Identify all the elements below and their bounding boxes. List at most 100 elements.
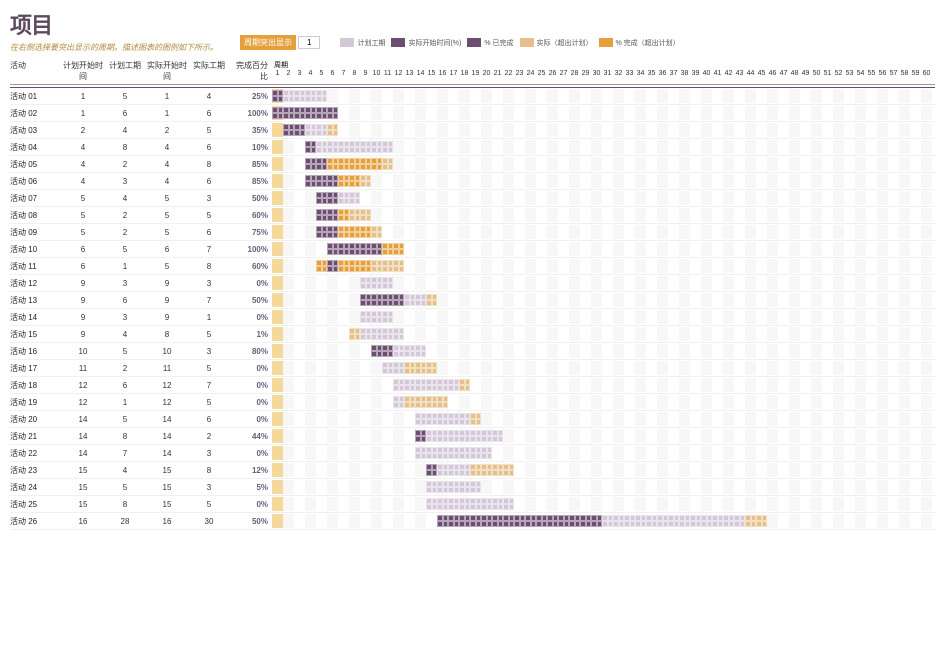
- period-number: 24: [525, 70, 536, 77]
- pct-complete: 85%: [230, 177, 268, 186]
- activity-name: 活动 23: [10, 465, 62, 476]
- actual-beyond-bar: [327, 124, 338, 136]
- actual-dur: 5: [188, 364, 230, 373]
- actual-dur: 8: [188, 160, 230, 169]
- complete-bar: [316, 209, 327, 221]
- plan-bar: [382, 362, 404, 374]
- complete-over-bar: [360, 226, 371, 238]
- actual-dur: 1: [188, 313, 230, 322]
- col-actual-dur: 实际工期: [188, 60, 230, 82]
- period-number: 58: [899, 70, 910, 77]
- activity-name: 活动 04: [10, 142, 62, 153]
- period-number: 17: [448, 70, 459, 77]
- plan-dur: 4: [104, 126, 146, 135]
- complete-over-bar: [338, 260, 349, 272]
- gantt-row: 活动 07545350%: [10, 190, 935, 207]
- period-number: 12: [393, 70, 404, 77]
- pct-complete: 10%: [230, 143, 268, 152]
- period-number: 1: [272, 70, 283, 77]
- actual-dur: 3: [188, 279, 230, 288]
- plan-dur: 2: [104, 364, 146, 373]
- complete-over-bar: [338, 158, 349, 170]
- actual-start: 9: [146, 279, 188, 288]
- complete-bar: [338, 243, 349, 255]
- period-number: 53: [844, 70, 855, 77]
- activity-name: 活动 01: [10, 91, 62, 102]
- plan-start: 9: [62, 296, 104, 305]
- period-number: 16: [437, 70, 448, 77]
- complete-bar: [316, 158, 327, 170]
- activity-name: 活动 06: [10, 176, 62, 187]
- actual-dur: 3: [188, 347, 230, 356]
- complete-bar: [316, 175, 327, 187]
- pct-complete: 0%: [230, 364, 268, 373]
- complete-bar: [305, 158, 316, 170]
- period-number: 15: [426, 70, 437, 77]
- pct-complete: 0%: [230, 449, 268, 458]
- pct-complete: 60%: [230, 211, 268, 220]
- pct-complete: 50%: [230, 194, 268, 203]
- activity-name: 活动 11: [10, 261, 62, 272]
- pct-complete: 50%: [230, 517, 268, 526]
- plan-dur: 6: [104, 381, 146, 390]
- complete-bar: [580, 515, 591, 527]
- legend-item: % 完成（超出计划）: [599, 38, 680, 48]
- col-actual-start: 实际开始时间: [146, 60, 188, 82]
- period-number: 28: [569, 70, 580, 77]
- period-number: 33: [624, 70, 635, 77]
- plan-start: 4: [62, 177, 104, 186]
- period-number: 35: [646, 70, 657, 77]
- complete-over-bar: [338, 175, 349, 187]
- period-number: 47: [778, 70, 789, 77]
- period-number: 40: [701, 70, 712, 77]
- activity-name: 活动 18: [10, 380, 62, 391]
- gantt-bar-area: [272, 225, 932, 239]
- plan-start: 14: [62, 415, 104, 424]
- pct-complete: 75%: [230, 228, 268, 237]
- gantt-rows: 活动 01151425%活动 021616100%活动 03242535%活动 …: [10, 88, 935, 530]
- plan-bar: [415, 413, 470, 425]
- gantt-row: 活动 04484610%: [10, 139, 935, 156]
- plan-start: 14: [62, 449, 104, 458]
- gantt-row: 活动 2114814244%: [10, 428, 935, 445]
- legend-item: 实际（超出计划）: [520, 38, 593, 48]
- period-number: 43: [734, 70, 745, 77]
- plan-start: 6: [62, 262, 104, 271]
- complete-bar: [569, 515, 580, 527]
- actual-dur: 5: [188, 211, 230, 220]
- actual-start: 5: [146, 262, 188, 271]
- actual-start: 9: [146, 313, 188, 322]
- activity-name: 活动 15: [10, 329, 62, 340]
- actual-start: 5: [146, 211, 188, 220]
- complete-bar: [514, 515, 525, 527]
- activity-name: 活动 21: [10, 431, 62, 442]
- complete-bar: [327, 243, 338, 255]
- gantt-row: 活动 106567100%: [10, 241, 935, 258]
- plan-dur: 8: [104, 500, 146, 509]
- actual-dur: 3: [188, 449, 230, 458]
- complete-bar: [382, 294, 393, 306]
- plan-start: 1: [62, 92, 104, 101]
- plan-start: 16: [62, 517, 104, 526]
- period-number: 48: [789, 70, 800, 77]
- complete-bar: [316, 107, 327, 119]
- gantt-row: 活动 1610510380%: [10, 343, 935, 360]
- activity-name: 活动 09: [10, 227, 62, 238]
- gantt-bar-area: [272, 242, 932, 256]
- highlight-input[interactable]: 1: [298, 36, 320, 49]
- plan-dur: 1: [104, 262, 146, 271]
- activity-name: 活动 17: [10, 363, 62, 374]
- complete-bar: [327, 107, 338, 119]
- complete-bar: [459, 515, 470, 527]
- actual-dur: 3: [188, 483, 230, 492]
- plan-start: 9: [62, 279, 104, 288]
- plan-start: 6: [62, 245, 104, 254]
- gantt-bar-area: [272, 429, 932, 443]
- complete-bar: [360, 294, 371, 306]
- period-label: 周期: [272, 60, 932, 70]
- gantt-row: 活动 181261270%: [10, 377, 935, 394]
- actual-start: 14: [146, 449, 188, 458]
- legend-swatch: [391, 38, 405, 47]
- plan-dur: 2: [104, 228, 146, 237]
- period-number: 5: [316, 70, 327, 77]
